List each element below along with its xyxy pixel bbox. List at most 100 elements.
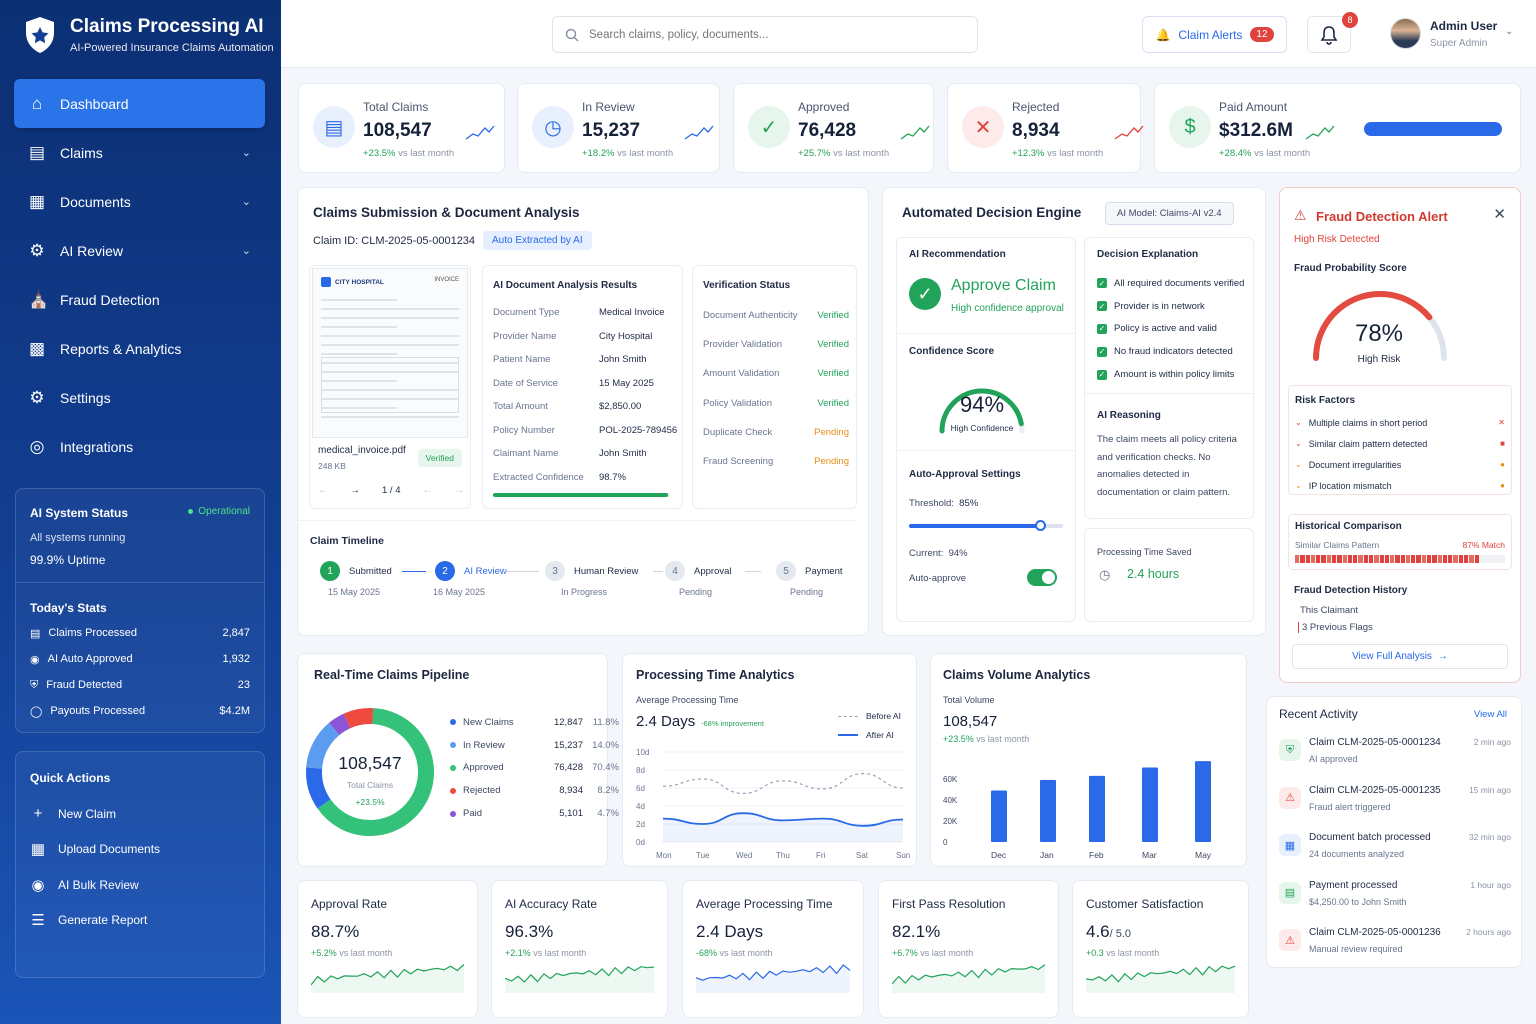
nav-item-settings[interactable]: ⚙ Settings	[14, 373, 265, 422]
brand[interactable]: Claims Processing AI AI-Powered Insuranc…	[24, 16, 274, 54]
claim-alerts-button[interactable]: 🔔 Claim Alerts 12	[1142, 16, 1287, 53]
volume-change-suffix: vs last month	[973, 734, 1030, 744]
historical-bar-segment	[1295, 555, 1300, 563]
user-menu-chevron-icon[interactable]: ⌄	[1505, 26, 1514, 37]
search-input[interactable]	[589, 28, 969, 41]
x-tick-label: May	[1195, 850, 1212, 860]
nav-item-reports-analytics[interactable]: ▩ Reports & Analytics	[14, 324, 265, 373]
timeline-step-number: 4	[665, 561, 685, 581]
analysis-value: Medical Invoice	[599, 307, 665, 319]
document-verified-badge: Verified	[417, 449, 462, 467]
activity-item[interactable]: ⛨ Claim CLM-2025-05-0001234 AI approved 2 m…	[1279, 737, 1511, 779]
donut-slice-in-review[interactable]	[306, 722, 340, 769]
after-ai-area	[663, 813, 903, 842]
notifications-button[interactable]: 8	[1307, 12, 1358, 53]
user-name[interactable]: Admin User	[1430, 19, 1498, 33]
legend-after: After AI	[838, 730, 894, 740]
avatar[interactable]	[1390, 18, 1421, 49]
bottom-kpi-sparkline	[892, 964, 1046, 993]
bar-jan[interactable]	[1040, 780, 1056, 842]
bottom-kpi-ai-accuracy-rate[interactable]: AI Accuracy Rate 96.3% +2.1% vs last month	[491, 880, 668, 1018]
kpi-in-review[interactable]: ◷ In Review 15,237 +18.2% vs last month	[517, 83, 720, 173]
activity-title-text: Claim CLM-2025-05-0001236	[1309, 927, 1441, 938]
view-all-link[interactable]: View All	[1473, 709, 1507, 720]
invoice-thumbnail[interactable]: CITY HOSPITAL INVOICE	[312, 268, 468, 438]
decision-title: Automated Decision Engine	[902, 205, 1082, 220]
threshold-slider[interactable]	[909, 520, 1063, 531]
quick-action-new-claim[interactable]: + New Claim	[30, 796, 250, 832]
model-badge[interactable]: AI Model: Claims-AI v2.4	[1105, 202, 1234, 225]
kpi-change-suffix: vs last month	[1044, 148, 1104, 159]
kpi-rejected[interactable]: ✕ Rejected 8,934 +12.3% vs last month	[947, 83, 1144, 173]
checkbox-checked-icon: ✓	[1097, 346, 1107, 357]
today-stat-label-wrap: ⛨ Fraud Detected	[30, 679, 122, 692]
nav-item-dashboard[interactable]: ⌂ Dashboard	[14, 79, 265, 128]
today-stats-title: Today's Stats	[30, 601, 107, 615]
kpi-total-claims[interactable]: ▤ Total Claims 108,547 +23.5% vs last month	[298, 83, 505, 173]
activity-item[interactable]: ⚠ Claim CLM-2025-05-0001236 Manual review …	[1279, 927, 1511, 969]
threshold-slider-handle[interactable]	[1034, 520, 1046, 531]
search-box[interactable]	[552, 16, 978, 53]
historical-bar-segment	[1331, 555, 1337, 563]
today-stat-row: ◯ Payouts Processed $4.2M	[30, 698, 250, 724]
toggle-knob	[1042, 571, 1055, 584]
pipeline-legend-row: Paid 5,101 4.7%	[450, 802, 619, 825]
nav-item-fraud-detection[interactable]: ⛪ Fraud Detection	[14, 275, 265, 324]
last-page-icon[interactable]: →	[454, 485, 465, 496]
timeline-step-head: 3 Human Review	[545, 561, 638, 581]
pipeline-card: Real-Time Claims Pipeline 108,547 Total …	[297, 653, 619, 867]
legend-dot	[450, 764, 456, 771]
quick-action-generate-report[interactable]: ☰ Generate Report	[30, 903, 250, 939]
divider	[16, 582, 264, 583]
document-preview-card[interactable]: CITY HOSPITAL INVOICE medical_invoice.pd…	[309, 265, 471, 509]
claim-id-value: CLM-2025-05-0001234	[361, 235, 476, 247]
bar-dec[interactable]	[991, 790, 1007, 842]
y-tick-label: 10d	[636, 748, 649, 757]
auto-approve-toggle[interactable]	[1027, 569, 1057, 586]
chevron-down-icon[interactable]: ⌄	[241, 147, 251, 159]
chevron-down-icon[interactable]: ⌄	[241, 245, 251, 257]
nav-item-ai-review[interactable]: ⚙ AI Review ⌄	[14, 226, 265, 275]
pipeline-title: Real-Time Claims Pipeline	[314, 668, 470, 682]
nav-item-documents[interactable]: ▦ Documents ⌄	[14, 177, 265, 226]
document-filename[interactable]: medical_invoice.pdf	[318, 445, 406, 456]
bottom-kpi-customer-satisfaction[interactable]: Customer Satisfaction 4.6/ 5.0 +0.3 vs las…	[1072, 880, 1249, 1018]
today-stat-row: ⛨ Fraud Detected 23	[30, 672, 250, 698]
trend-sparkline	[1114, 125, 1144, 140]
donut-slice-rejected[interactable]	[343, 708, 374, 729]
kpi-approved[interactable]: ✓ Approved 76,428 +25.7% vs last month	[733, 83, 934, 173]
next-page-icon[interactable]: →	[350, 485, 360, 496]
activity-item[interactable]: ▦ Document batch processed 24 documents an…	[1279, 832, 1511, 874]
quick-action-ai-bulk-review[interactable]: ◉ AI Bulk Review	[30, 867, 250, 903]
donut-slice-new-claims[interactable]	[306, 767, 331, 809]
legend-before: Before AI	[838, 711, 901, 721]
activity-item[interactable]: ▤ Payment processed $4,250.00 to John Smit…	[1279, 880, 1511, 922]
donut-slice-approved[interactable]	[317, 708, 434, 836]
bottom-kpi-value-wrap: 82.1%	[892, 922, 940, 942]
historical-bar-segment	[1453, 555, 1458, 563]
analysis-key: Total Amount	[493, 401, 548, 413]
nav-item-claims[interactable]: ▤ Claims ⌄	[14, 128, 265, 177]
chevron-down-icon[interactable]: ⌄	[241, 196, 251, 208]
risk-factor: ⌄ Similar claim pattern detected ■	[1295, 433, 1505, 454]
close-icon[interactable]: ✕	[1493, 206, 1506, 223]
bar-may[interactable]	[1195, 761, 1211, 842]
bottom-kpi-change-value: +0.3	[1086, 948, 1104, 958]
bottom-kpi-change-value: -68%	[696, 948, 718, 958]
x-tick-label: Mon	[656, 851, 672, 860]
activity-item[interactable]: ⚠ Claim CLM-2025-05-0001235 Fraud alert tr…	[1279, 785, 1511, 827]
kpi-label: Approved	[798, 100, 850, 114]
bar-feb[interactable]	[1089, 775, 1105, 842]
bottom-kpi-approval-rate[interactable]: Approval Rate 88.7% +5.2% vs last month	[297, 880, 478, 1018]
analysis-value: 15 May 2025	[599, 377, 654, 389]
historical-bar-segment	[1342, 555, 1347, 563]
bottom-kpi-average-processing-time[interactable]: Average Processing Time 2.4 Days -68% vs l…	[682, 880, 864, 1018]
donut-slice-paid[interactable]	[329, 713, 351, 736]
prev-page-icon[interactable]: ←	[318, 485, 328, 496]
bar-mar[interactable]	[1142, 767, 1158, 842]
view-full-analysis-button[interactable]: View Full Analysis →	[1292, 644, 1508, 669]
bottom-kpi-first-pass-resolution[interactable]: First Pass Resolution 82.1% +6.7% vs last …	[878, 880, 1059, 1018]
quick-action-upload-documents[interactable]: ▦ Upload Documents	[30, 832, 250, 868]
first-page-icon[interactable]: ←	[422, 485, 433, 496]
nav-item-integrations[interactable]: ◎ Integrations	[14, 422, 265, 471]
